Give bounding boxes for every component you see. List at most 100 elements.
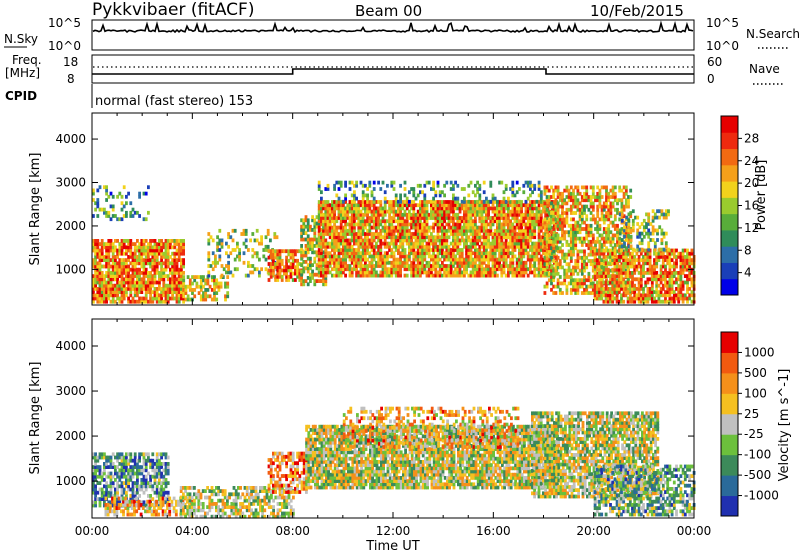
velocity-ylabel: Slant Range [km] <box>28 362 43 475</box>
y-tick-label: 3000 <box>55 384 86 398</box>
colorbar-tick-label: 25 <box>744 407 759 421</box>
colorbar-swatch <box>721 495 738 517</box>
colorbar-swatch <box>721 393 738 415</box>
colorbar-swatch <box>721 213 738 231</box>
colorbar-swatch <box>721 116 738 133</box>
y-tick-label: 1000 <box>55 474 86 488</box>
time-tick-label: 20:00 <box>576 524 611 538</box>
colorbar-swatch <box>721 475 738 497</box>
freq-label-bottom: [MHz] <box>5 66 40 80</box>
site-title: Pykkvibaer (fitACF) <box>92 0 255 20</box>
time-tick-label: 08:00 <box>275 524 310 538</box>
cpid-panel: CPID normal (fast stereo) 153 <box>5 84 253 109</box>
data-band <box>618 209 670 252</box>
power-panel: 1000 2000 3000 4000 Slant Range [km] 28 24 20… <box>28 112 769 306</box>
y-tick-label: 4000 <box>55 132 86 146</box>
time-tick-label: 00:00 <box>75 524 110 538</box>
nsearch-tick-bottom: 10^0 <box>706 39 739 53</box>
colorbar-swatch <box>721 413 738 435</box>
colorbar-swatch <box>721 434 738 456</box>
y-tick-label: 1000 <box>55 262 86 276</box>
time-axis: 00:00 04:00 08:00 12:00 16:00 20:00 00:00 <box>75 113 712 538</box>
y-tick-label: 2000 <box>55 219 86 233</box>
power-colorbar: 28 24 20 16 12 8 4 <box>720 115 759 296</box>
nsky-panel: N.Sky 10^5 10^0 10^5 10^0 N.Search <box>4 16 800 53</box>
time-tick-label: 12:00 <box>376 524 411 538</box>
data-band <box>531 411 660 499</box>
cpid-label: CPID <box>5 89 37 103</box>
data-band <box>207 228 279 278</box>
colorbar-swatch <box>721 352 738 374</box>
nsky-tick-top: 10^5 <box>48 16 81 30</box>
colorbar-tick-label: 4 <box>744 266 752 280</box>
colorbar-tick-label: 12 <box>744 221 759 235</box>
velocity-cells <box>92 406 696 519</box>
time-axis-label: Time UT <box>365 539 419 554</box>
date-title: 10/Feb/2015 <box>590 2 684 20</box>
beam-title: Beam 00 <box>355 2 423 20</box>
freq-trace <box>92 68 694 75</box>
nave-tick-top: 60 <box>707 55 722 69</box>
colorbar-swatch <box>721 132 738 150</box>
colorbar-tick-label: -1000 <box>744 489 779 503</box>
data-band <box>92 185 150 222</box>
colorbar-swatch <box>721 262 738 280</box>
freq-label-top: Freq. <box>12 53 42 67</box>
power-cbar-label: Power [dB] <box>754 160 769 231</box>
power-ylabel: Slant Range [km] <box>28 153 43 266</box>
colorbar-swatch <box>721 246 738 263</box>
y-tick-label: 3000 <box>55 176 86 190</box>
data-band <box>593 248 696 304</box>
data-band <box>317 180 545 204</box>
colorbar-tick-label: 16 <box>744 199 759 213</box>
time-tick-label: 04:00 <box>175 524 210 538</box>
colorbar-swatch <box>721 454 738 476</box>
colorbar-tick-label: 20 <box>744 176 759 190</box>
data-band <box>267 249 304 282</box>
nsky-label: N.Sky <box>4 32 38 46</box>
time-tick-label: 16:00 <box>476 524 511 538</box>
colorbar-tick-label: 28 <box>744 131 759 145</box>
data-band <box>300 215 328 287</box>
y-tick-label: 2000 <box>55 429 86 443</box>
nsearch-tick-top: 10^5 <box>706 16 739 30</box>
data-band <box>267 451 308 494</box>
cpid-text: normal (fast stereo) 153 <box>95 94 253 109</box>
y-tick-label: 4000 <box>55 339 86 353</box>
colorbar-swatch <box>721 164 738 182</box>
colorbar-tick-label: -500 <box>744 468 771 482</box>
time-tick-label: 00:00 <box>677 524 712 538</box>
power-cells <box>92 180 696 304</box>
colorbar-swatch <box>721 181 738 198</box>
data-band <box>593 464 696 517</box>
freq-tick-bottom: 8 <box>67 72 75 86</box>
freq-tick-top: 18 <box>63 55 78 69</box>
nsky-tick-bottom: 10^0 <box>48 39 81 53</box>
colorbar-tick-label: 1000 <box>744 345 775 359</box>
colorbar-tick-label: 8 <box>744 243 752 257</box>
velocity-panel: 1000 2000 3000 4000 Slant Range [km] 1000 50… <box>28 318 792 519</box>
colorbar-swatch <box>721 372 738 394</box>
colorbar-tick-label: -25 <box>744 427 764 441</box>
data-band <box>92 239 185 304</box>
nsearch-label: N.Search <box>746 27 800 41</box>
data-band <box>182 275 230 302</box>
colorbar-swatch <box>721 148 738 166</box>
velocity-cbar-label: Velocity [m s^-1] <box>777 369 792 482</box>
freq-panel: Freq. [MHz] 18 8 60 0 Nave <box>5 53 784 86</box>
colorbar-swatch <box>721 197 738 215</box>
data-band <box>317 200 559 278</box>
colorbar-tick-label: -100 <box>744 448 771 462</box>
colorbar-tick-label: 100 <box>744 386 767 400</box>
nave-tick-bottom: 0 <box>707 72 715 86</box>
colorbar-tick-label: 500 <box>744 366 767 380</box>
nave-label: Nave <box>749 62 780 76</box>
nsky-trace <box>92 20 694 34</box>
colorbar-swatch <box>721 229 738 247</box>
velocity-colorbar: 1000 500 100 25 -25 -100 -500 -1000 <box>720 331 779 517</box>
colorbar-swatch <box>721 278 738 296</box>
colorbar-tick-label: 24 <box>744 154 759 168</box>
data-band <box>342 406 520 449</box>
colorbar-swatch <box>721 332 738 353</box>
